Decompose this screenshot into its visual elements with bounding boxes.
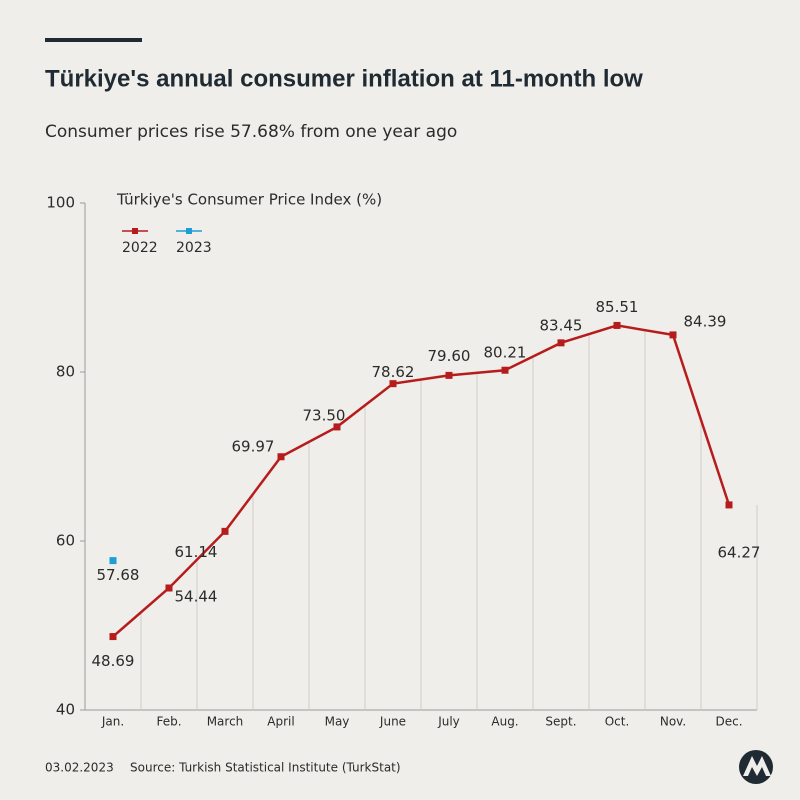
x-tick-label: Oct. (605, 715, 630, 729)
x-tick-label: Sept. (545, 715, 576, 729)
data-label: 85.51 (596, 298, 639, 316)
x-tick-label: June (379, 715, 406, 729)
x-tick-label: April (267, 715, 294, 729)
point (725, 501, 733, 509)
data-label: 48.69 (92, 652, 135, 670)
source: Source: Turkish Statistical Institute (T… (130, 761, 401, 775)
chart-subtitle: Consumer prices rise 57.68% from one yea… (45, 122, 457, 142)
data-label: 84.39 (684, 312, 727, 330)
data-label: 64.27 (718, 543, 761, 561)
point (277, 453, 285, 461)
y-tick-label: 80 (56, 363, 75, 381)
point (333, 423, 341, 431)
point (445, 371, 453, 379)
x-tick-label: March (207, 715, 244, 729)
data-label: 79.60 (428, 347, 471, 365)
x-tick-label: Feb. (156, 715, 181, 729)
top-rule (45, 38, 142, 42)
x-tick-label: May (325, 715, 350, 729)
point (557, 339, 565, 347)
x-tick-label: Aug. (491, 715, 518, 729)
x-tick-label: Dec. (715, 715, 742, 729)
data-label: 80.21 (484, 344, 527, 362)
date: 03.02.2023 (45, 761, 114, 775)
y-tick-label: 40 (56, 701, 75, 719)
legend-marker (186, 228, 192, 234)
y-tick-label: 60 (56, 532, 75, 550)
point (165, 584, 173, 592)
legend-label: 2023 (176, 240, 212, 256)
point (669, 331, 677, 339)
data-label: 54.44 (175, 587, 218, 605)
y-tick-label: 100 (46, 194, 75, 212)
data-label: 61.14 (175, 543, 218, 561)
point (501, 366, 509, 374)
chart-title: Türkiye's annual consumer inflation at 1… (45, 65, 643, 92)
logo (739, 750, 773, 784)
x-tick-label: Jan. (101, 715, 124, 729)
data-label: 83.45 (540, 316, 583, 334)
legend-label: 2022 (122, 240, 158, 256)
data-label: 69.97 (232, 437, 275, 455)
point (613, 321, 621, 329)
legend-marker (132, 228, 138, 234)
data-label: 78.62 (372, 363, 415, 381)
point (109, 557, 117, 565)
point (389, 380, 397, 388)
data-label: 73.50 (303, 406, 346, 424)
point (221, 527, 229, 535)
data-label: 57.68 (97, 566, 140, 584)
point (109, 633, 117, 641)
x-tick-label: July (437, 715, 460, 729)
x-tick-label: Nov. (660, 715, 686, 729)
axis-title: Türkiye's Consumer Price Index (%) (116, 191, 382, 209)
series-line (112, 324, 731, 638)
